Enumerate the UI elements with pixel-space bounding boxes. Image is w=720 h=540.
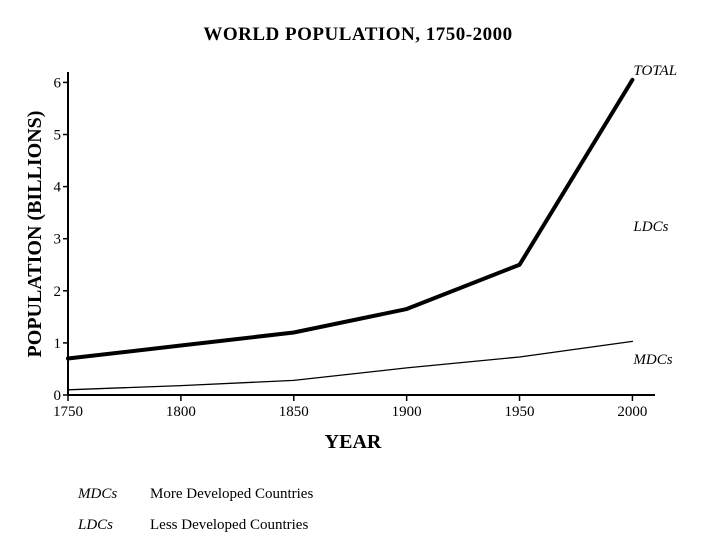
x-tick-label: 1850 [279,404,309,420]
series-line-total [66,77,635,361]
key-meaning-ldcs: Less Developed Countries [150,517,309,533]
y-tick-label: 0 [54,388,62,404]
y-tick-label: 2 [54,284,62,300]
y-tick-label: 3 [54,232,62,248]
ticks: 1750 1800 1850 1900 1950 2000 0 1 2 3 4 5 6 [53,75,647,420]
x-axis-label: YEAR [325,431,382,453]
x-tick-label: 1900 [392,404,422,420]
y-tick-label: 1 [54,336,62,352]
annotations-group: TOTAL LDCs MDCs [632,63,677,368]
population-chart: WORLD POPULATION, 1750-2000 1750 1800 1850… [24,24,677,453]
key-meaning-mdcs: More Developed Countries [150,486,314,502]
key-abbr-ldcs: LDCs [78,517,114,533]
y-tick-label: 6 [54,75,62,91]
axes [67,72,655,396]
annotation-total: TOTAL [633,63,677,79]
annotation-ldcs: LDCs [632,219,668,235]
chart-title: WORLD POPULATION, 1750-2000 [203,24,512,45]
key-abbr-mdcs: MDCs [78,486,118,502]
y-axis-label: POPULATION (BILLIONS) [24,111,46,358]
key-row-mdcs: MDCs More Developed Countries [78,486,313,503]
y-tick-label: 5 [54,128,62,144]
series-line-mdcs [67,340,634,391]
series-group [66,77,635,391]
key-row-ldcs: LDCs Less Developed Countries [78,517,308,534]
annotation-mdcs: MDCs [632,352,672,368]
x-tick-label: 1800 [166,404,196,420]
x-tick-label: 1750 [53,404,83,420]
y-tick-label: 4 [54,180,62,196]
x-tick-label: 2000 [617,404,647,420]
x-tick-label: 1950 [505,404,535,420]
